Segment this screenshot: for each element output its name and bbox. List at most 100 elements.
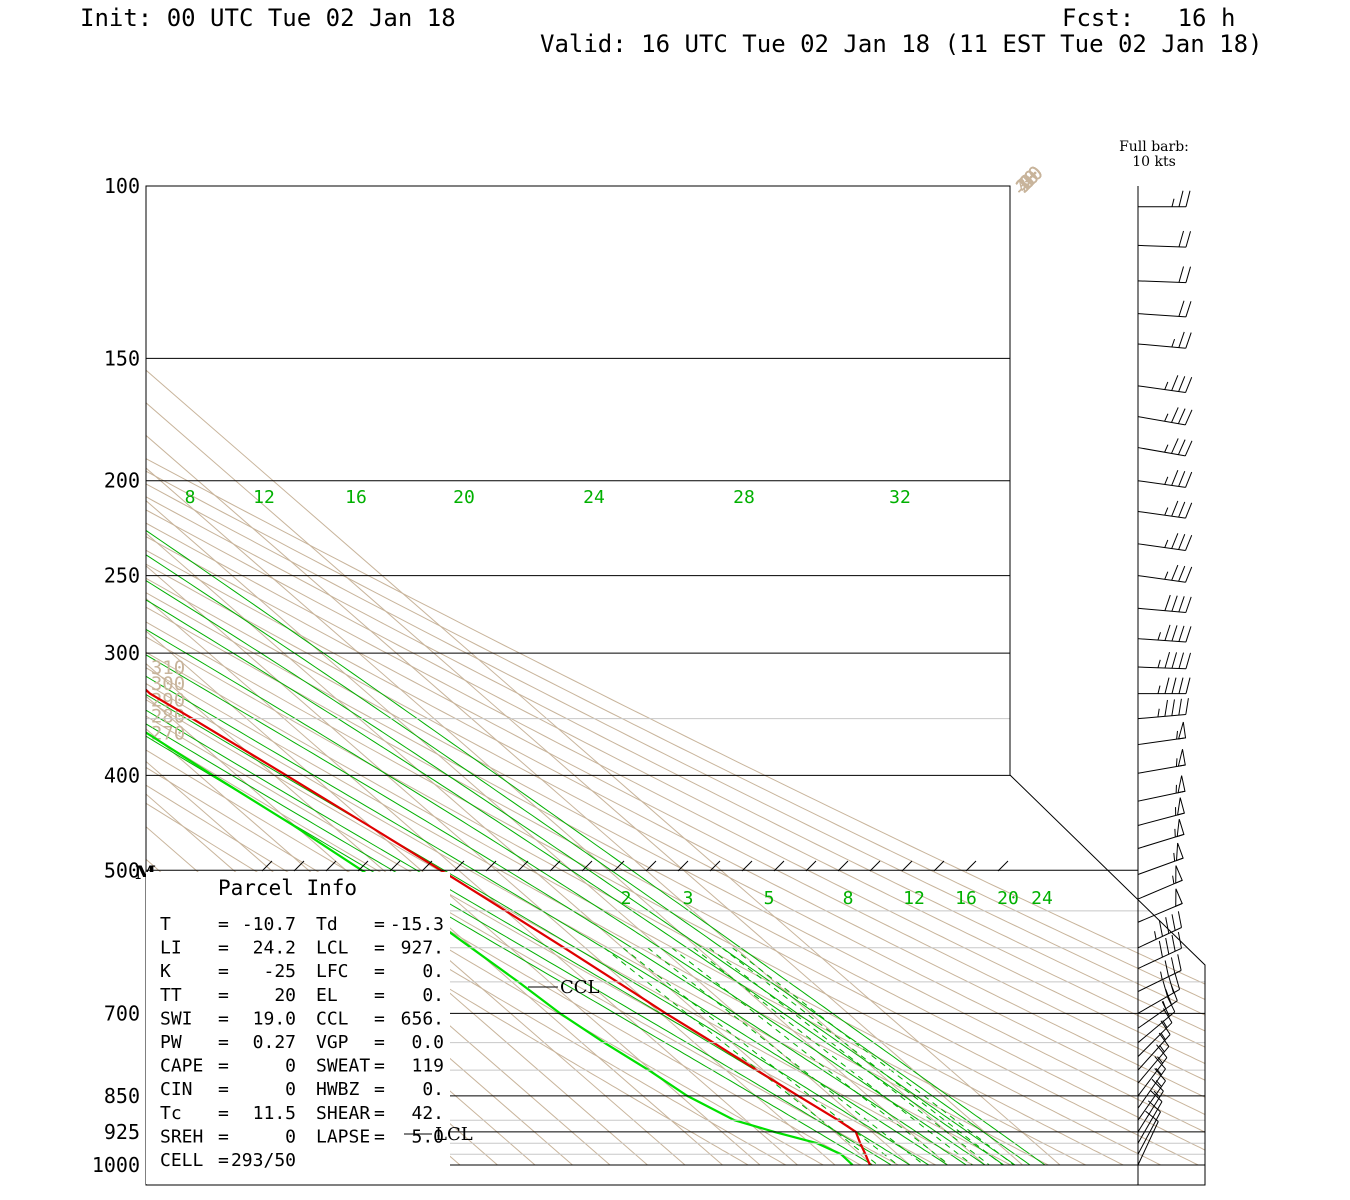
parcel-info-cell: Td — [316, 914, 338, 935]
boundary-tick — [549, 860, 561, 872]
init-label: Init: 00 UTC Tue 02 Jan 18 — [80, 4, 456, 32]
pressure-tick-label: 150 — [104, 346, 140, 370]
isotherm-line — [146, 186, 648, 1166]
wind-barb — [1137, 594, 1192, 613]
moist-adiabat-label: 16 — [345, 487, 367, 508]
moist-adiabat-label: 32 — [889, 487, 911, 508]
parcel-info-cell: 0 — [285, 1126, 296, 1147]
valid-time-label: Valid: 16 UTC Tue 02 Jan 18 (11 EST Tue … — [540, 30, 1262, 58]
moist-adiabat-label: 28 — [733, 487, 755, 508]
parcel-info-cell: = — [218, 1056, 229, 1077]
parcel-info-cell: = — [218, 961, 229, 982]
moist-adiabat-line — [146, 186, 948, 1166]
parcel-info-cell: -25 — [263, 961, 296, 982]
isotherm-line — [146, 186, 1061, 1166]
ccl-label: CCL — [560, 977, 600, 998]
boundary-tick — [581, 860, 593, 872]
parcel-info-cell: 5.0 — [411, 1126, 444, 1147]
parcel-info-row: CIN = 0 HWBZ = 0. — [160, 1079, 444, 1100]
pressure-tick-label: 100 — [104, 174, 140, 198]
pressure-tick-label: 400 — [104, 763, 140, 787]
parcel-info-cell: 0 — [285, 1056, 296, 1077]
boundary-tick — [421, 860, 433, 872]
parcel-info-cell: = — [374, 1126, 385, 1147]
boundary-tick — [293, 860, 305, 872]
boundary-tick — [645, 860, 657, 872]
wind-barb — [1137, 698, 1189, 720]
parcel-info-cell: = — [218, 1008, 229, 1029]
isotherm-line — [146, 186, 873, 1166]
pressure-tick-label: 925 — [104, 1120, 140, 1144]
parcel-info-row: LI = 24.2 LCL = 927. — [160, 938, 444, 959]
moist-adiabat-label: 8 — [185, 487, 196, 508]
dewpoint-profile — [146, 205, 854, 1166]
mixing-ratio-line — [603, 947, 879, 1166]
parcel-info-cell: 20 — [274, 985, 296, 1006]
parcel-info-cell: = — [218, 1032, 229, 1053]
parcel-info-cell: = — [374, 1032, 385, 1053]
parcel-info-row: K = -25 LFC = 0. — [160, 961, 444, 982]
wind-barb — [1137, 469, 1193, 488]
moist-adiabat-label: 24 — [583, 487, 605, 508]
pressure-tick-label: 250 — [104, 564, 140, 588]
boundary-tick — [517, 860, 529, 872]
parcel-info-row: TT = 20 EL = 0. — [160, 985, 444, 1006]
parcel-info-cell: 0. — [422, 1079, 444, 1100]
wind-barb — [1137, 749, 1186, 774]
boundary-tick — [709, 860, 721, 872]
parcel-info-cell: = — [374, 1008, 385, 1029]
wind-barb — [1137, 819, 1185, 849]
wind-barb — [1137, 1078, 1164, 1133]
parcel-info-cell: = — [374, 1079, 385, 1100]
mixing-ratio-label: 12 — [903, 888, 925, 909]
parcel-info-panel — [146, 872, 450, 1184]
parcel-info-cell: TT — [160, 985, 182, 1006]
wind-barb — [1137, 266, 1192, 284]
barb-legend-line2: 10 kts — [1132, 154, 1176, 170]
boundary-tick — [325, 860, 337, 872]
parcel-info-cell: = — [374, 914, 385, 935]
wind-barb — [1137, 407, 1193, 426]
dry-adiabat-line — [146, 186, 936, 1166]
wind-barb — [1137, 954, 1182, 992]
mixing-ratio-label: 20 — [997, 888, 1019, 909]
boundary-tick — [741, 860, 753, 872]
parcel-info-cell: LAPSE — [316, 1126, 370, 1147]
wind-barb — [1137, 1032, 1170, 1084]
parcel-info-cell: -15.3 — [390, 914, 444, 935]
boundary-tick — [805, 860, 817, 872]
boundary-tick — [997, 860, 1009, 872]
parcel-info-cell: CCL — [316, 1008, 349, 1029]
parcel-info-row: CELL = 293/50 — [160, 1150, 296, 1171]
parcel-info: Parcel Info T = -10.7 Td = -15.3LI = 24.2 LCL = 92… — [160, 876, 444, 1171]
boundary-tick — [677, 860, 689, 872]
pressure-tick-label: 500 — [104, 858, 140, 882]
wind-barb — [1137, 190, 1191, 208]
parcel-info-cell: CIN — [160, 1079, 193, 1100]
parcel-info-cell: = — [218, 1103, 229, 1124]
boundary-tick — [613, 860, 625, 872]
parcel-info-cell: = — [374, 1103, 385, 1124]
wind-barb — [1137, 775, 1186, 802]
boundary-tick — [389, 860, 401, 872]
parcel-info-cell: 656. — [401, 1008, 444, 1029]
lcl-label: LCL — [435, 1124, 473, 1145]
parcel-info-cell: = — [374, 938, 385, 959]
mixing-ratio-label: 3 — [683, 888, 694, 909]
forecast-hour-label: Fcst: 16 h — [1062, 4, 1235, 32]
pressure-tick-label: 850 — [104, 1084, 140, 1108]
parcel-info-cell: 293/50 — [231, 1150, 296, 1171]
parcel-info-cell: Tc — [160, 1103, 182, 1124]
temperature-profile — [146, 205, 871, 1166]
barb-legend-line1: Full barb: — [1119, 139, 1189, 155]
boundary-tick — [773, 860, 785, 872]
pressure-tick-label: 200 — [104, 469, 140, 493]
wind-barb-column — [1137, 186, 1193, 1185]
pressure-tick-label: 1000 — [92, 1153, 140, 1177]
parcel-info-cell: 119 — [411, 1056, 444, 1077]
wind-barb — [1137, 721, 1187, 746]
parcel-info-cell: SHEAR — [316, 1103, 370, 1124]
parcel-info-cell: 0.27 — [253, 1032, 296, 1053]
parcel-info-cell: 19.0 — [253, 1008, 296, 1029]
